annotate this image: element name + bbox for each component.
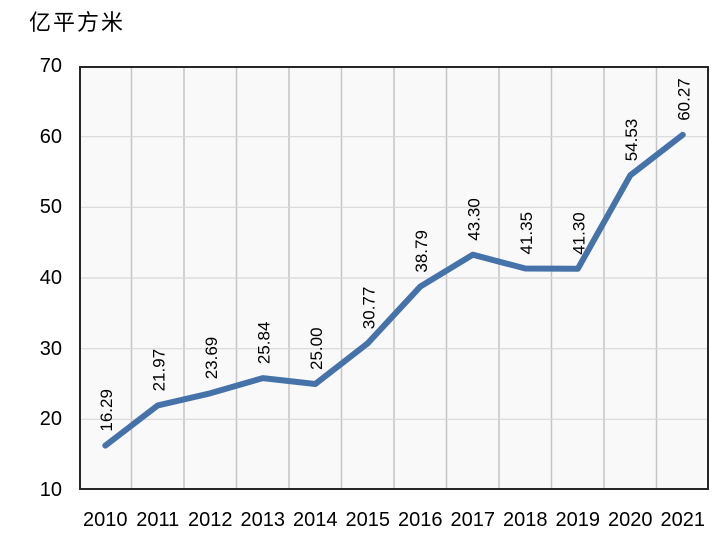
y-axis-tick-label: 70 (39, 55, 62, 77)
y-axis-tick-label: 10 (39, 479, 62, 501)
x-axis-tick-label: 2021 (660, 509, 706, 531)
y-axis-tick-label: 40 (39, 267, 62, 289)
plot-area: 16.29 21.97 23.69 25.84 25.00 30.77 38.79 43.30… (79, 66, 709, 490)
data-label: 21.97 (149, 349, 168, 392)
x-axis-tick-label: 2016 (398, 509, 443, 531)
x-axis-tick-label: 2018 (503, 509, 548, 531)
data-label: 43.30 (464, 198, 483, 241)
data-label: 38.79 (412, 230, 431, 273)
plot-border (79, 66, 709, 490)
y-axis-tick-label: 30 (39, 338, 62, 360)
x-axis-tick-label: 2017 (450, 509, 496, 531)
x-axis-tick-label: 2019 (555, 509, 601, 531)
data-label: 54.53 (622, 119, 641, 162)
data-label: 16.29 (97, 389, 116, 432)
data-label: 41.30 (569, 212, 588, 255)
y-axis-tick-label: 50 (39, 196, 62, 218)
x-axis-tick-label: 2015 (345, 509, 391, 531)
y-axis-tick-label: 20 (39, 408, 62, 430)
data-line (102, 131, 686, 449)
y-axis-tick-label: 60 (39, 126, 62, 148)
data-label: 30.77 (359, 287, 378, 330)
x-axis-tick-label: 2013 (240, 509, 286, 531)
x-axis-tick-label: 2010 (83, 509, 128, 531)
data-label: 23.69 (202, 337, 221, 380)
y-axis-unit-label: 亿平方米 (29, 11, 126, 36)
data-label: 25.84 (254, 322, 273, 365)
x-axis-tick-label: 2014 (293, 509, 338, 531)
data-label: 60.27 (674, 78, 693, 121)
line-chart-svg: 16.29 21.97 23.69 25.84 25.00 30.77 38.79 43.30… (79, 66, 709, 490)
x-axis-tick-label: 2020 (608, 509, 653, 531)
x-axis-tick-label: 2012 (188, 509, 233, 531)
x-axis-tick-label: 2011 (136, 509, 180, 531)
data-label: 25.00 (307, 327, 326, 370)
data-label: 41.35 (517, 212, 536, 255)
